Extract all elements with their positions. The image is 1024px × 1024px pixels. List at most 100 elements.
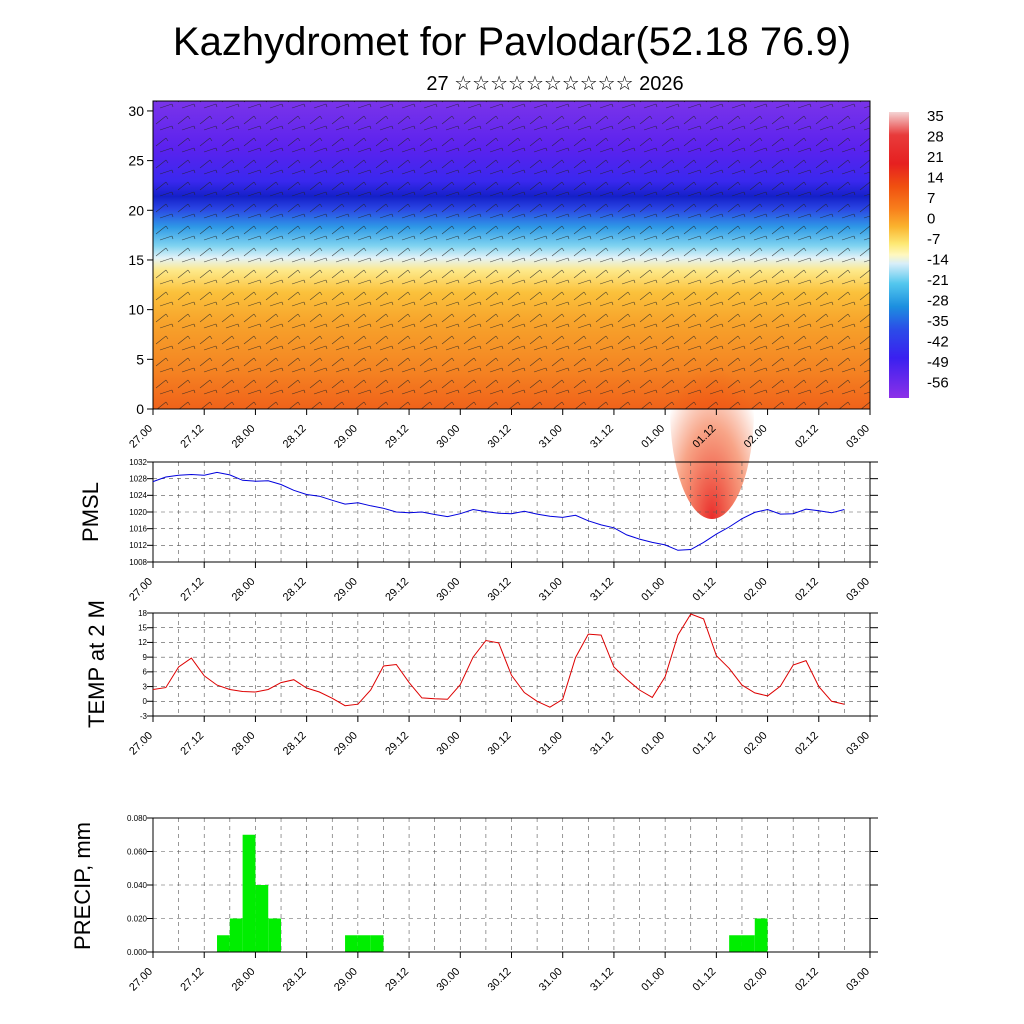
- x-tick-label: 28.00: [230, 576, 258, 604]
- x-tick-label: 29.00: [332, 730, 360, 758]
- x-tick-label: 29.12: [383, 576, 411, 604]
- colorbar-label: 7: [927, 190, 935, 207]
- x-tick-label: 30.00: [434, 423, 462, 451]
- y-tick-label: 9: [143, 653, 148, 662]
- x-tick-label: 29.00: [332, 423, 360, 451]
- precip-bar: [242, 834, 256, 952]
- x-tick-label: 30.00: [434, 730, 462, 758]
- x-tick-label: 30.12: [486, 730, 514, 758]
- y-tick-label: 5: [136, 351, 144, 367]
- precip-bar: [255, 885, 269, 952]
- y-tick-label: 1012: [129, 541, 147, 550]
- x-tick-label: 27.12: [178, 423, 206, 451]
- colorbar-label: 21: [927, 149, 944, 166]
- x-tick-label: 31.12: [588, 966, 616, 994]
- x-tick-label: 30.12: [486, 966, 514, 994]
- x-tick-label: 31.12: [588, 730, 616, 758]
- colorbar-label: -56: [927, 375, 949, 392]
- x-tick-label: 29.12: [383, 423, 411, 451]
- x-tick-label: 29.00: [332, 966, 360, 994]
- temp-series-line: [152, 613, 845, 708]
- y-tick-label: 0: [136, 401, 144, 417]
- y-tick-label: 6: [143, 668, 148, 677]
- y-tick-label: 0: [143, 697, 148, 706]
- x-tick-label: 29.12: [383, 730, 411, 758]
- y-tick-label: 15: [138, 624, 147, 633]
- x-tick-label: 02.12: [793, 423, 821, 451]
- x-tick-label: 03.00: [844, 423, 872, 451]
- x-tick-label: 27.12: [178, 576, 206, 604]
- x-tick-label: 28.12: [281, 423, 309, 451]
- y-tick-label: 12: [138, 638, 147, 647]
- x-tick-label: 02.00: [742, 966, 770, 994]
- x-tick-label: 31.12: [588, 576, 616, 604]
- y-tick-label: 3: [143, 682, 148, 691]
- colorbar: 35 28 21 14 7 0 -7 -14 -21 -28 -35 -42 -49 -56: [889, 108, 949, 398]
- precip-panel: 0.000 0.020 0.040 0.060 0.080 27.00 27.12 28.0…: [70, 814, 878, 994]
- x-tick-label: 28.00: [230, 730, 258, 758]
- y-tick-label: 15: [128, 252, 144, 268]
- x-tick-label: 02.12: [793, 576, 821, 604]
- colorbar-label: -14: [927, 252, 949, 269]
- pmsl-grid: [152, 461, 878, 563]
- pmsl-y-label: PMSL: [78, 482, 103, 542]
- x-tick-label: 31.00: [537, 966, 565, 994]
- y-tick-label: 0.020: [127, 914, 148, 923]
- colorbar-label: -28: [927, 293, 949, 310]
- x-tick-label: 28.12: [281, 966, 309, 994]
- x-tick-label: 31.12: [588, 423, 616, 451]
- x-tick-label: 02.12: [793, 730, 821, 758]
- x-tick-label: 01.00: [639, 966, 667, 994]
- x-tick-label: 30.00: [434, 576, 462, 604]
- temp-y-label: TEMP at 2 M: [84, 600, 109, 728]
- pmsl-series-line: [152, 471, 845, 551]
- y-tick-label: 1028: [129, 474, 147, 483]
- x-tick-label: 28.00: [230, 423, 258, 451]
- cross-section-y-axis: 0 5 10 15 20 25 30: [128, 103, 153, 417]
- colorbar-label: 14: [927, 170, 944, 187]
- y-tick-label: 1024: [129, 491, 147, 500]
- x-tick-label: 01.12: [691, 966, 719, 994]
- pmsl-y-axis: 1008 1012 1016 1020 1024 1028 1032: [129, 458, 153, 567]
- x-tick-label: 01.12: [691, 576, 719, 604]
- x-tick-label: 29.12: [383, 966, 411, 994]
- x-tick-label: 27.12: [178, 966, 206, 994]
- precip-bar: [357, 935, 371, 952]
- precip-bar: [268, 918, 282, 952]
- temp-x-axis: 27.00 27.12 28.00 28.12 29.00 29.12 30.00 30.12…: [127, 716, 872, 758]
- y-tick-label: 20: [128, 202, 144, 218]
- temp-y-axis: -3 0 3 6 9 12 15 18: [138, 609, 153, 721]
- precip-bar: [370, 935, 384, 952]
- y-tick-label: 1032: [129, 458, 147, 467]
- colorbar-ramp: [889, 112, 909, 398]
- colorbar-labels: 35 28 21 14 7 0 -7 -14 -21 -28 -35 -42 -49 -56: [927, 108, 949, 392]
- colorbar-label: 0: [927, 211, 935, 228]
- x-tick-label: 31.00: [537, 730, 565, 758]
- precip-bar: [217, 935, 230, 952]
- y-tick-label: 1008: [129, 558, 147, 567]
- colorbar-label: -42: [927, 334, 949, 351]
- precip-y-axis: 0.000 0.020 0.040 0.060 0.080: [127, 814, 153, 957]
- cross-section-x-axis: 27.00 27.12 28.00 28.12 29.00 29.12 30.00 30.12…: [127, 409, 872, 451]
- pmsl-x-axis: 27.00 27.12 28.00 28.12 29.00 29.12 30.00 30.12…: [127, 562, 872, 604]
- x-tick-label: 31.00: [537, 576, 565, 604]
- x-tick-label: 29.00: [332, 576, 360, 604]
- precip-bar: [229, 918, 243, 952]
- precip-y-label: PRECIP, mm: [70, 822, 95, 950]
- y-tick-label: 0.080: [127, 814, 148, 823]
- colorbar-label: -7: [927, 231, 940, 248]
- precip-x-axis: 27.00 27.12 28.00 28.12 29.00 29.12 30.00 30.12…: [127, 952, 872, 994]
- x-tick-label: 03.00: [844, 576, 872, 604]
- x-tick-label: 02.12: [793, 966, 821, 994]
- chart-subtitle: 27 ☆☆☆☆☆☆☆☆☆☆ 2026: [426, 73, 684, 95]
- x-tick-label: 30.12: [486, 576, 514, 604]
- x-tick-label: 27.00: [127, 423, 155, 451]
- colorbar-label: -49: [927, 354, 949, 371]
- y-tick-label: 0.000: [127, 948, 148, 957]
- precip-bar: [729, 935, 742, 952]
- precip-bar: [345, 935, 358, 952]
- y-tick-label: 1016: [129, 524, 147, 533]
- y-tick-label: 10: [128, 302, 144, 318]
